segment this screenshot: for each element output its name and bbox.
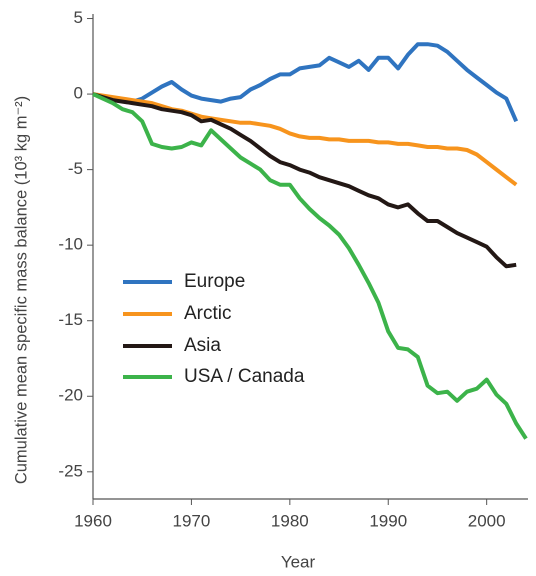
y-tick-label: 5 bbox=[74, 8, 83, 27]
x-tick-label: 1970 bbox=[173, 511, 211, 530]
series-line bbox=[92, 42, 519, 123]
x-tick-label: 1990 bbox=[369, 511, 407, 530]
series-line bbox=[92, 92, 528, 440]
y-tick-label: -5 bbox=[68, 159, 83, 178]
y-axis-label: Cumulative mean specific mass balance (1… bbox=[12, 96, 30, 484]
series-line bbox=[92, 92, 518, 187]
legend-label: USA / Canada bbox=[184, 366, 305, 387]
x-tick-label: 2000 bbox=[468, 511, 506, 530]
legend-label: Asia bbox=[184, 335, 221, 356]
y-tick-label: -15 bbox=[58, 310, 83, 329]
series-line bbox=[92, 92, 517, 269]
y-tick-label: 0 bbox=[74, 84, 83, 103]
x-tick-label: 1980 bbox=[271, 511, 309, 530]
legend-label: Arctic bbox=[184, 303, 232, 324]
y-tick-label: -10 bbox=[58, 235, 83, 254]
x-axis-label: Year bbox=[281, 552, 316, 571]
y-tick-label: -25 bbox=[58, 461, 83, 480]
x-tick-label: 1960 bbox=[74, 511, 112, 530]
legend-label: Europe bbox=[184, 271, 245, 292]
y-tick-label: -20 bbox=[58, 386, 83, 405]
